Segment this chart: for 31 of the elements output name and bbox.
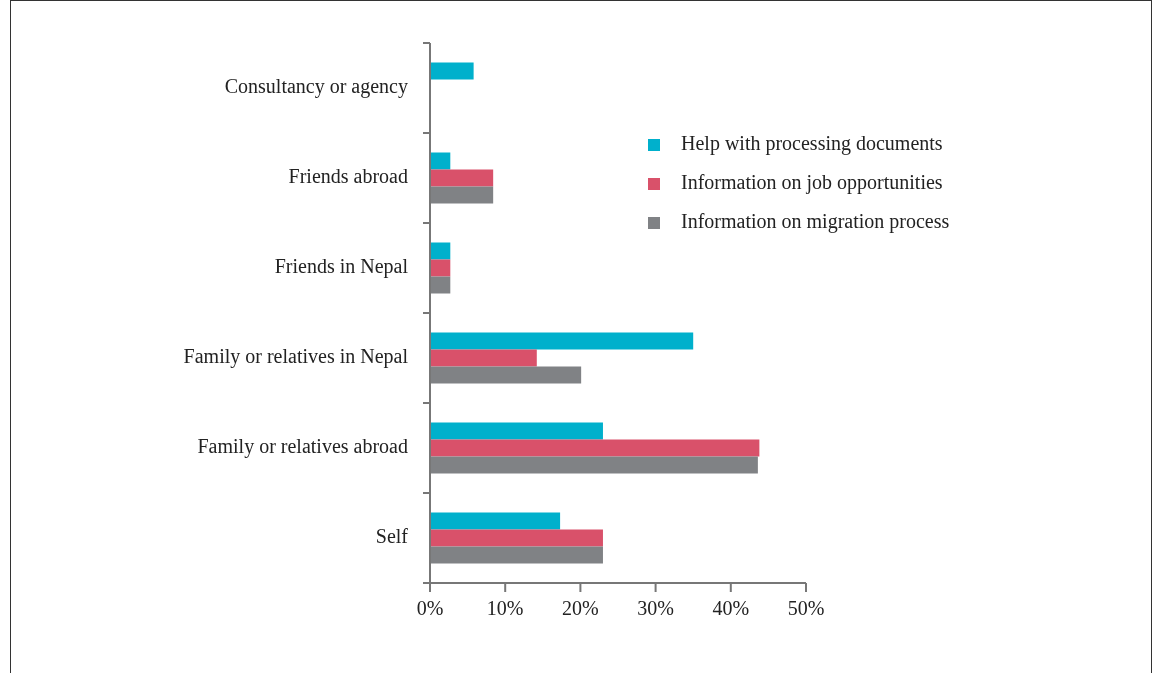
x-tick-label: 50% xyxy=(787,597,825,619)
bar xyxy=(430,366,582,384)
x-tick-label: 10% xyxy=(486,597,524,619)
bar xyxy=(430,512,561,530)
legend-label: Help with processing documents xyxy=(681,131,943,155)
y-tick-label: Family or relatives abroad xyxy=(197,434,408,458)
x-tick-label: 40% xyxy=(712,597,750,619)
bar xyxy=(430,529,603,547)
y-tick-label: Consultancy or agency xyxy=(224,74,408,98)
y-tick-label: Friends abroad xyxy=(288,164,408,187)
bar xyxy=(430,259,451,277)
bar xyxy=(430,169,494,187)
bar xyxy=(430,62,474,80)
y-tick-label: Self xyxy=(375,524,409,547)
bar xyxy=(430,152,451,170)
x-tick-label: 0% xyxy=(416,597,444,619)
x-tick-label: 20% xyxy=(562,597,599,619)
y-tick-label: Family or relatives in Nepal xyxy=(183,344,409,368)
y-tick-label: Friends in Nepal xyxy=(274,254,409,278)
bar xyxy=(430,546,603,564)
bar xyxy=(430,422,603,440)
legend-label: Information on job opportunities xyxy=(681,170,943,194)
bar xyxy=(430,456,758,474)
x-tick-label: 30% xyxy=(637,597,674,619)
bar xyxy=(430,186,494,204)
bar xyxy=(430,349,537,367)
bar xyxy=(430,242,451,260)
bar xyxy=(430,276,451,294)
legend-label: Information on migration process xyxy=(681,209,950,233)
bar xyxy=(430,332,694,350)
bar xyxy=(430,439,760,457)
